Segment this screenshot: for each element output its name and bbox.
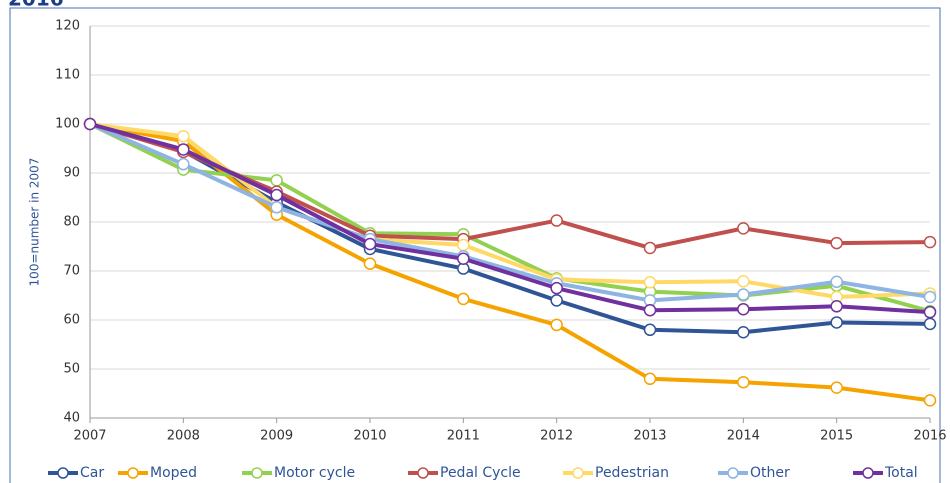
x-tick-label: 2007 [73,429,106,444]
point [177,157,190,171]
series-line [89,122,931,315]
point [643,303,657,317]
legend-label: Pedal Cycle [440,465,521,481]
point [737,288,750,301]
point [550,281,563,295]
legend-marker [727,467,739,479]
legend-marker [127,467,139,479]
y-tick-label: 80 [63,215,80,230]
x-tick-label: 2016 [913,429,946,444]
point [457,292,470,306]
chart-title: 2016 [8,0,64,11]
x-tick-label: 2010 [353,429,386,444]
point [177,130,190,143]
legend-label: Car [80,465,104,481]
x-tick-label: 2013 [633,429,666,444]
point [830,381,843,394]
y-tick-label: 120 [55,19,80,34]
point [177,143,190,156]
point [923,317,937,331]
point [830,300,843,313]
legend: Car Moped Motor cycle Pedal Cycle Pedestrian… [48,465,918,481]
point [737,326,750,339]
point [457,238,470,252]
point [923,305,937,319]
x-tick-label: 2011 [447,429,480,444]
legend-label: Pedestrian [595,465,669,481]
y-tick-label: 100 [55,117,80,132]
point [550,294,563,307]
point [923,290,937,304]
point [830,275,843,289]
series-line [89,122,931,303]
point [643,241,657,255]
point [270,174,283,187]
x-tick-label: 2008 [167,429,200,444]
series-line [89,122,931,403]
y-tick-label: 60 [63,313,80,328]
point [830,236,843,250]
legend-label: Moped [150,465,197,481]
point [363,257,377,270]
legend-label: Other [750,465,790,481]
series-line [89,122,931,250]
y-tick-label: 90 [63,166,80,181]
x-tick-label: 2014 [727,429,760,444]
point [923,394,937,407]
legend-marker [862,467,874,479]
point [643,372,657,386]
legend-marker [57,467,69,479]
x-tick-label: 2015 [820,429,853,444]
legend-marker [417,467,429,479]
y-axis-label: 100=number in 2007 [28,158,42,287]
legend-label: Motor cycle [274,465,355,481]
legend-marker [572,467,584,479]
point [270,188,283,202]
y-tick-label: 70 [63,264,80,279]
point [830,316,843,329]
y-tick-label: 40 [63,411,80,426]
point [83,117,97,131]
legend-label: Total [884,465,918,481]
point [270,201,283,214]
point [737,375,750,389]
y-tick-label: 50 [63,362,80,377]
y-tick-label: 110 [55,68,80,83]
point [923,235,937,249]
frame [9,7,941,483]
point [643,323,657,337]
x-tick-label: 2012 [540,429,573,444]
point [737,302,750,316]
point [737,275,750,288]
point [643,276,657,289]
point [550,214,563,227]
point [550,318,563,332]
point [457,252,470,265]
legend-marker [251,467,263,479]
point [737,222,750,235]
point [363,237,377,251]
x-tick-label: 2009 [260,429,293,444]
